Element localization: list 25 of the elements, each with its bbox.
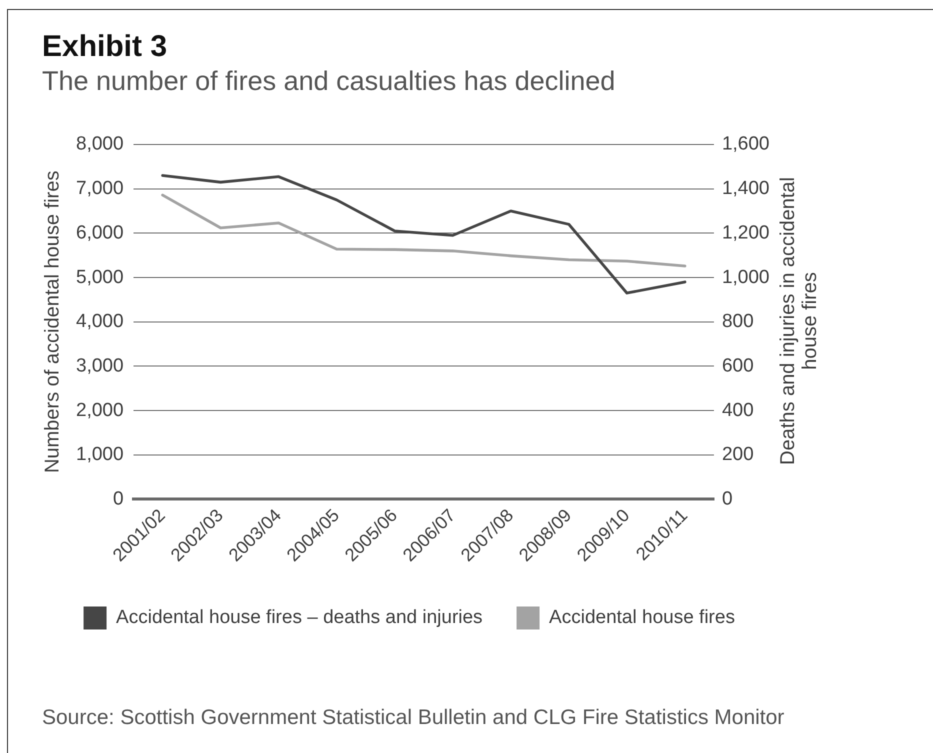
y-tick-label: 7,000: [76, 178, 124, 200]
y-tick-label: 6,000: [76, 222, 124, 244]
y2-tick-label: 1,600: [722, 134, 770, 155]
y-tick-label: 5,000: [76, 266, 124, 288]
source-note: Source: Scottish Government Statistical Bulletin and CLG Fire Statistics Monitor: [42, 706, 784, 730]
y-tick-label: 4,000: [76, 311, 124, 332]
y2-tick-label: 1,000: [722, 266, 770, 288]
y2-tick-label: 400: [722, 400, 754, 421]
legend-label: Accidental house fires – deaths and injuries: [116, 607, 483, 628]
y2-tick-label: 800: [722, 311, 754, 332]
y2-tick-label: 0: [722, 488, 733, 510]
y2-tick-label: 1,200: [722, 222, 770, 244]
y2-tick-label: 1,400: [722, 178, 770, 200]
y-tick-label: 2,000: [76, 400, 124, 421]
y2-tick-label: 600: [722, 355, 754, 376]
y-tick-label: 3,000: [76, 355, 124, 376]
y-axis-title: Numbers of accidental house fires: [42, 170, 64, 474]
y2-axis-title: Deaths and injuries in accidental house fires: [777, 176, 821, 467]
y2-tick-label: 200: [722, 444, 754, 466]
chart-subtitle: The number of fires and casualties has declined: [42, 65, 616, 97]
y-tick-label: 8,000: [76, 134, 124, 155]
y-tick-label: 0: [112, 488, 124, 510]
chart-title: Exhibit 3: [42, 29, 168, 65]
legend-label: Accidental house fires: [549, 607, 735, 628]
y-tick-label: 1,000: [76, 444, 124, 466]
